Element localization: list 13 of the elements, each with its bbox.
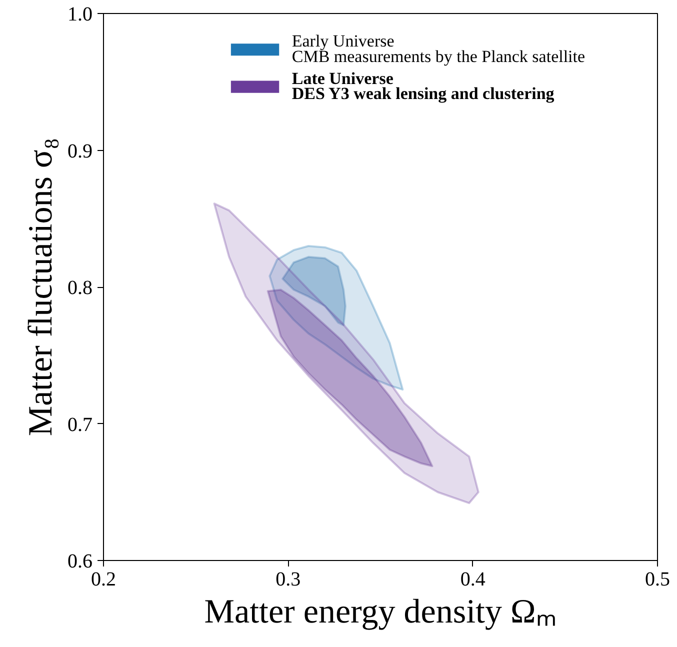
y-tick-label: 1.0: [68, 4, 92, 26]
x-tick-label: 0.5: [645, 568, 670, 590]
x-axis-title: Matter energy density Ωₘ: [204, 594, 557, 630]
y-tick-label: 0.6: [68, 550, 92, 572]
x-tick-label: 0.4: [460, 568, 486, 590]
y-axis-title: Matter fluctuations σ₈: [22, 138, 60, 436]
y-tick-label: 0.8: [68, 277, 92, 299]
y-tick-label: 0.9: [68, 140, 92, 162]
legend-label: Early Universe CMB measurements by the Planck satellite: [292, 32, 586, 66]
x-tick-label: 0.2: [91, 568, 116, 590]
x-tick-label: 0.3: [276, 568, 301, 590]
y-tick-label: 0.7: [68, 414, 92, 436]
legend-label: Late Universe DES Y3 weak lensing and clustering: [292, 68, 555, 104]
